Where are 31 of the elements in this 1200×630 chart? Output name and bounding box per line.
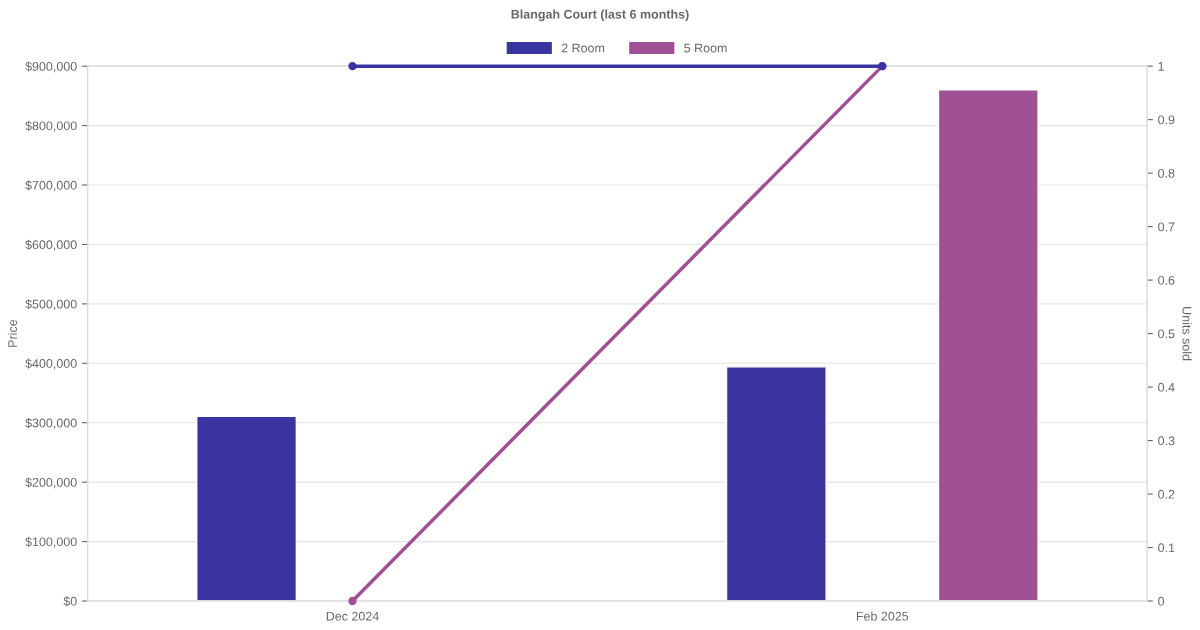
y-axis-title: Price [7,319,18,347]
y-tick-label: $200,000 [25,477,77,489]
bar [937,89,1039,602]
y2-tick-label: 0.2 [1158,489,1175,499]
x-tick-label: Dec 2024 [326,611,379,621]
chart-title: Blangah Court (last 6 months) [511,9,689,22]
x-tick-label: Feb 2025 [856,611,909,621]
y2-tick-label: 0.5 [1158,329,1175,339]
y2-tick-label: 1 [1158,62,1164,71]
y2-tick-label: 0.9 [1158,115,1175,125]
y-tick-label: $500,000 [25,299,77,310]
y-tick-label: $400,000 [25,358,77,370]
bar [196,415,298,602]
y-tick-label: $600,000 [25,239,77,251]
y2-tick-label: 0.7 [1158,222,1175,232]
y2-tick-label: 0.3 [1158,436,1175,446]
legend-label: 2 Room [561,43,605,53]
y2-axis-title: Units sold [1182,307,1192,361]
y-tick-label: $300,000 [25,418,77,429]
y-tick-label: $800,000 [25,120,77,132]
y-tick-label: $900,000 [25,61,77,73]
legend-label: 5 Room [684,43,727,53]
y2-tick-label: 0.8 [1158,168,1175,178]
bar [725,366,827,602]
y-tick-label: $0 [63,596,77,607]
y-tick-label: $100,000 [25,536,77,548]
y2-tick-label: 0 [1158,596,1165,606]
y2-tick-label: 0.1 [1158,543,1175,553]
y-tick-label: $700,000 [25,180,77,192]
y2-tick-label: 0.4 [1158,382,1175,392]
y2-tick-label: 0.6 [1158,275,1175,285]
